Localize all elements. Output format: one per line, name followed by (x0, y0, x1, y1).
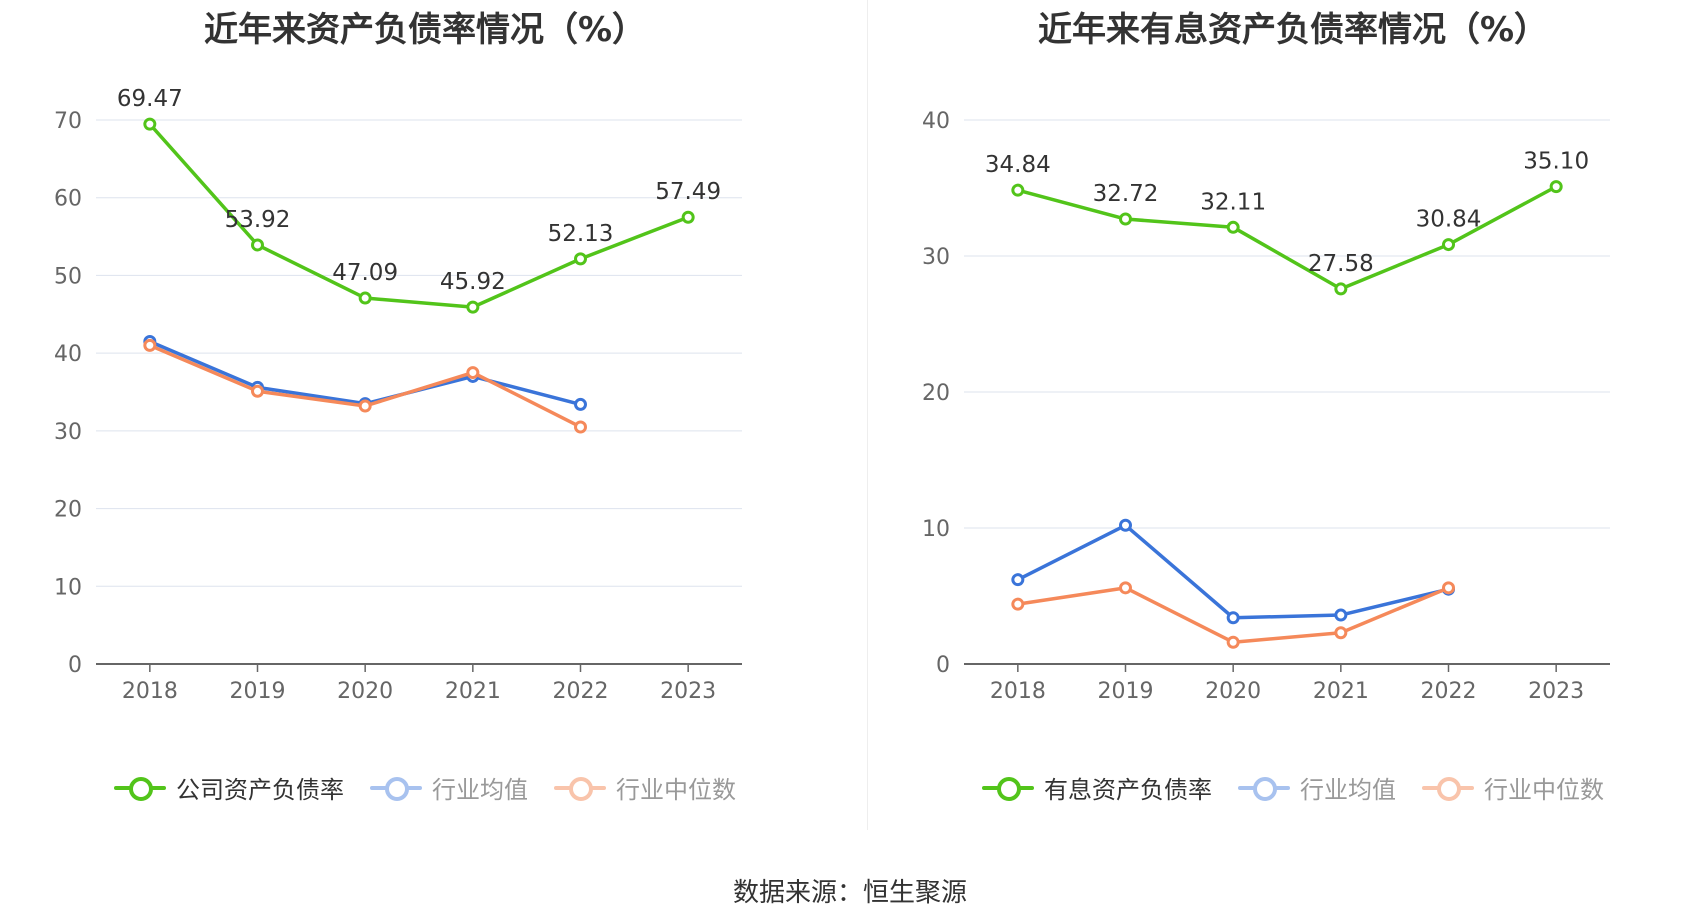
x-tick-label: 2021 (1313, 679, 1369, 704)
data-label: 27.58 (1308, 251, 1374, 277)
company-series-point (1442, 238, 1455, 252)
x-tick-label: 2023 (1528, 679, 1584, 704)
company-series-point (574, 252, 587, 266)
legend: 有息资产负债率 行业均值 行业中位数 (868, 770, 1700, 805)
chart-title: 近年来有息资产负债率情况（%） (1037, 10, 1549, 50)
industry-median-series-point (1011, 597, 1025, 611)
data-label: 69.47 (117, 86, 183, 112)
legend-item-industry-median[interactable]: 行业中位数 (554, 770, 736, 805)
company-series-point (358, 291, 372, 305)
x-tick-label: 2019 (230, 679, 286, 704)
y-tick-label: 20 (54, 498, 82, 523)
legend-label: 有息资产负债率 (1044, 776, 1212, 804)
data-source-note: 数据来源：恒生聚源 (732, 878, 967, 908)
company-series-point (1226, 220, 1240, 234)
company-series-point (1119, 212, 1132, 226)
y-tick-label: 0 (68, 653, 82, 678)
y-tick-label: 60 (54, 187, 82, 212)
legend-line-marker-icon (1238, 776, 1290, 801)
x-tick-label: 2019 (1098, 679, 1154, 704)
data-label: 53.92 (225, 207, 291, 233)
x-tick-label: 2021 (445, 679, 501, 704)
line-chart-interest-bearing-debt-ratio: 0 10 20 30 40 2018 2019 2020 2021 2022 2023 34.84 32… (922, 109, 1610, 704)
y-tick-label: 40 (922, 109, 950, 134)
industry-average-series-point (574, 397, 587, 411)
legend-label: 行业中位数 (1484, 776, 1604, 804)
industry-average-series-line (1017, 523, 1449, 620)
legend-label: 公司资产负债率 (176, 776, 344, 804)
company-series-point (143, 117, 157, 131)
x-tick-label: 2022 (553, 679, 609, 704)
data-label: 52.13 (548, 221, 614, 247)
legend-item-company[interactable]: 公司资产负债率 (114, 770, 344, 805)
panel-divider (867, 0, 868, 830)
legend-item-industry-average[interactable]: 行业均值 (1238, 770, 1396, 805)
company-series-line (148, 122, 689, 309)
data-label: 32.72 (1093, 181, 1159, 207)
x-tick-label: 2022 (1421, 679, 1477, 704)
chart-panel-debt-ratio: 近年来资产负债率情况（%） 0 10 20 30 40 50 60 70 2018 2019 202… (0, 0, 850, 830)
legend-label: 行业均值 (432, 776, 528, 804)
industry-median-series-point (574, 420, 587, 434)
data-label: 32.11 (1200, 189, 1266, 215)
industry-average-series-point (1226, 611, 1240, 625)
industry-average-series-point (1011, 573, 1025, 587)
legend-line-marker-icon (982, 776, 1034, 801)
company-series-point (251, 238, 264, 252)
data-label: 30.84 (1416, 207, 1482, 233)
industry-median-series-point (1334, 626, 1348, 640)
industry-median-series-point (1119, 581, 1132, 595)
chart-panel-interest-bearing-debt-ratio: 近年来有息资产负债率情况（%） 0 10 20 30 40 2018 2019 2020 202… (868, 0, 1700, 830)
industry-average-series-point (1119, 518, 1132, 532)
y-tick-label: 40 (54, 342, 82, 367)
y-tick-label: 20 (922, 381, 950, 406)
company-series-point (466, 300, 480, 314)
legend-item-company[interactable]: 有息资产负债率 (982, 770, 1212, 805)
industry-median-series-point (1226, 635, 1240, 649)
legend: 公司资产负债率 行业均值 行业中位数 (0, 770, 850, 805)
y-tick-label: 10 (922, 517, 950, 542)
legend-line-marker-icon (1422, 776, 1474, 801)
x-tick-label: 2020 (337, 679, 393, 704)
legend-line-marker-icon (114, 776, 166, 801)
y-tick-label: 50 (54, 264, 82, 289)
company-series-point (1549, 180, 1563, 194)
legend-item-industry-average[interactable]: 行业均值 (370, 770, 528, 805)
legend-item-industry-median[interactable]: 行业中位数 (1422, 770, 1604, 805)
x-tick-label: 2018 (990, 679, 1046, 704)
legend-label: 行业中位数 (616, 776, 736, 804)
y-tick-label: 10 (54, 575, 82, 600)
data-label: 35.10 (1523, 149, 1589, 175)
legend-label: 行业均值 (1300, 776, 1396, 804)
line-chart-debt-ratio: 0 10 20 30 40 50 60 70 2018 2019 2020 2021 2022 2023 6… (54, 86, 742, 704)
legend-line-marker-icon (370, 776, 422, 801)
data-label: 57.49 (655, 179, 721, 205)
x-tick-label: 2020 (1205, 679, 1261, 704)
industry-median-series-point (466, 366, 480, 380)
data-label: 47.09 (332, 260, 398, 286)
legend-line-marker-icon (554, 776, 606, 801)
y-tick-label: 30 (922, 245, 950, 270)
company-series-point (681, 210, 695, 224)
company-series-point (1011, 183, 1025, 197)
company-series-point (1334, 282, 1348, 296)
x-tick-label: 2023 (660, 679, 716, 704)
industry-median-series-point (251, 384, 264, 398)
chart-title: 近年来资产负债率情况（%） (203, 10, 647, 50)
data-label: 45.92 (440, 269, 506, 295)
industry-median-series-point (1442, 581, 1455, 595)
industry-median-series-point (143, 338, 157, 352)
company-series-line (1017, 185, 1557, 291)
x-tick-label: 2018 (122, 679, 178, 704)
y-tick-label: 70 (54, 109, 82, 134)
y-tick-label: 0 (936, 653, 950, 678)
industry-median-series-point (358, 399, 372, 413)
industry-average-series-point (1334, 608, 1348, 622)
data-label: 34.84 (985, 152, 1051, 178)
y-tick-label: 30 (54, 420, 82, 445)
